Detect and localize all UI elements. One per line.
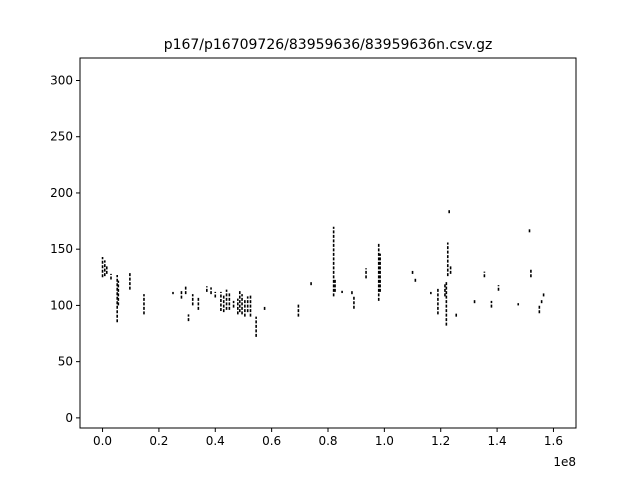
y-tick-label: 150 bbox=[50, 242, 73, 256]
x-tick-label: 0.4 bbox=[206, 434, 225, 448]
x-axis: 0.0 0.2 0.4 0.6 0.8 1.0 1.2 1.4 1.6 bbox=[93, 428, 563, 448]
chart-title: p167/p16709726/83959636/83959636n.csv.gz bbox=[164, 37, 493, 53]
y-tick-label: 0 bbox=[65, 411, 73, 425]
x-tick-label: 0.0 bbox=[93, 434, 112, 448]
y-axis: 0 50 100 150 200 250 300 bbox=[50, 73, 80, 425]
x-tick-label: 1.0 bbox=[375, 434, 394, 448]
y-tick-label: 50 bbox=[58, 355, 73, 369]
x-axis-offset-label: 1e8 bbox=[553, 455, 576, 469]
x-tick-label: 1.2 bbox=[431, 434, 450, 448]
x-tick-label: 0.6 bbox=[262, 434, 281, 448]
x-tick-label: 0.8 bbox=[318, 434, 337, 448]
data-layer bbox=[101, 209, 545, 337]
y-tick-label: 200 bbox=[50, 186, 73, 200]
y-tick-label: 250 bbox=[50, 130, 73, 144]
x-tick-label: 1.6 bbox=[544, 434, 563, 448]
y-tick-label: 300 bbox=[50, 73, 73, 87]
x-tick-label: 0.2 bbox=[149, 434, 168, 448]
x-tick-label: 1.4 bbox=[488, 434, 507, 448]
y-tick-label: 100 bbox=[50, 298, 73, 312]
